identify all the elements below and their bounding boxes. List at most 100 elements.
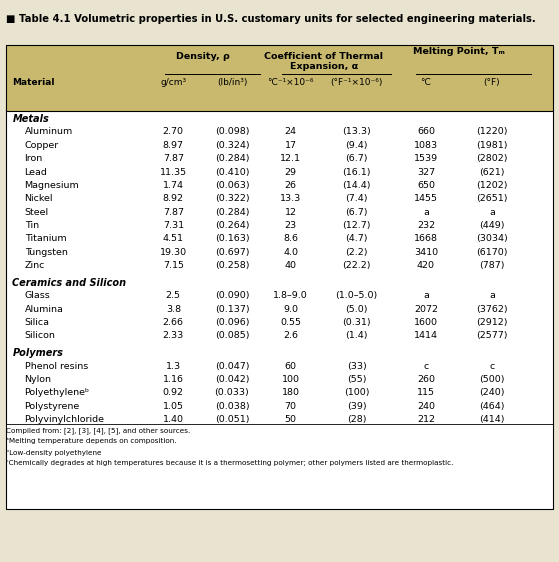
Text: 1668: 1668 [414, 234, 438, 243]
Text: (55): (55) [347, 375, 366, 384]
Text: 1.3: 1.3 [165, 361, 181, 370]
Text: a: a [423, 208, 429, 217]
Text: 4.0: 4.0 [283, 248, 298, 257]
Text: (1220): (1220) [476, 128, 508, 137]
Text: Tin: Tin [25, 221, 39, 230]
Text: Nickel: Nickel [25, 194, 53, 203]
Bar [6, 111, 553, 509]
Text: (0.137): (0.137) [215, 305, 249, 314]
Text: 0.55: 0.55 [280, 318, 301, 327]
Text: (0.258): (0.258) [215, 261, 249, 270]
Text: 23: 23 [285, 221, 297, 230]
Text: 60: 60 [285, 361, 297, 370]
Text: Melting Point, Tₘ: Melting Point, Tₘ [413, 47, 505, 56]
Text: 8.6: 8.6 [283, 234, 298, 243]
Text: 7.87: 7.87 [163, 208, 184, 217]
Text: 0.92: 0.92 [163, 388, 184, 397]
Text: Ceramics and Silicon: Ceramics and Silicon [12, 278, 126, 288]
Text: (0.324): (0.324) [215, 141, 249, 150]
Text: Tungsten: Tungsten [25, 248, 68, 257]
Text: (7.4): (7.4) [345, 194, 368, 203]
Text: 1.05: 1.05 [163, 402, 184, 411]
Text: Aluminum: Aluminum [25, 128, 73, 137]
Text: 11.35: 11.35 [160, 167, 187, 176]
Text: (240): (240) [479, 388, 505, 397]
Text: (0.284): (0.284) [215, 154, 249, 163]
Text: (1.0–5.0): (1.0–5.0) [335, 291, 378, 300]
Text: 1083: 1083 [414, 141, 438, 150]
Text: 26: 26 [285, 181, 297, 190]
Text: 7.15: 7.15 [163, 261, 184, 270]
Bar [6, 45, 553, 509]
Text: (787): (787) [479, 261, 505, 270]
Text: (0.038): (0.038) [215, 402, 249, 411]
Text: (22.2): (22.2) [343, 261, 371, 270]
Text: (2912): (2912) [476, 318, 508, 327]
Text: 3410: 3410 [414, 248, 438, 257]
Text: Silicon: Silicon [25, 332, 55, 341]
Text: (6.7): (6.7) [345, 154, 368, 163]
Text: (1981): (1981) [476, 141, 508, 150]
Text: (0.047): (0.047) [215, 361, 249, 370]
Text: Nylon: Nylon [25, 375, 51, 384]
Text: (0.098): (0.098) [215, 128, 249, 137]
Text: (12.7): (12.7) [343, 221, 371, 230]
Text: 115: 115 [417, 388, 435, 397]
Text: Metals: Metals [12, 114, 49, 124]
Text: (0.31): (0.31) [342, 318, 371, 327]
Bar [6, 45, 553, 111]
Text: (0.697): (0.697) [215, 248, 249, 257]
Text: (3762): (3762) [476, 305, 508, 314]
Text: (464): (464) [479, 402, 505, 411]
Text: Lead: Lead [25, 167, 48, 176]
Text: (°F⁻¹×10⁻⁶): (°F⁻¹×10⁻⁶) [330, 78, 383, 87]
Text: a: a [423, 291, 429, 300]
Text: Glass: Glass [25, 291, 50, 300]
Text: (414): (414) [479, 415, 505, 424]
Text: a: a [489, 291, 495, 300]
Text: 240: 240 [417, 402, 435, 411]
Text: 1455: 1455 [414, 194, 438, 203]
Text: Steel: Steel [25, 208, 49, 217]
Text: 12: 12 [285, 208, 297, 217]
Text: 2.6: 2.6 [283, 332, 298, 341]
Text: (0.163): (0.163) [215, 234, 249, 243]
Text: 2.66: 2.66 [163, 318, 184, 327]
Text: (500): (500) [479, 375, 505, 384]
Text: 3.8: 3.8 [165, 305, 181, 314]
Text: 2072: 2072 [414, 305, 438, 314]
Text: °C: °C [420, 78, 432, 87]
Text: (39): (39) [347, 402, 367, 411]
Text: Polymers: Polymers [12, 348, 63, 358]
Text: (6170): (6170) [476, 248, 508, 257]
Text: 8.97: 8.97 [163, 141, 184, 150]
Text: Polyvinylchloride: Polyvinylchloride [25, 415, 105, 424]
Text: Compiled from: [2], [3], [4], [5], and other sources.: Compiled from: [2], [3], [4], [5], and o… [6, 427, 190, 433]
Text: ᵃMelting temperature depends on composition.: ᵃMelting temperature depends on composit… [6, 438, 176, 444]
Text: (100): (100) [344, 388, 369, 397]
Text: 1600: 1600 [414, 318, 438, 327]
Text: 50: 50 [285, 415, 297, 424]
Text: (621): (621) [479, 167, 505, 176]
Text: (0.042): (0.042) [215, 375, 249, 384]
Text: a: a [489, 208, 495, 217]
Text: 17: 17 [285, 141, 297, 150]
Text: 1.74: 1.74 [163, 181, 184, 190]
Text: 1414: 1414 [414, 332, 438, 341]
Text: 1.40: 1.40 [163, 415, 184, 424]
Text: (0.051): (0.051) [215, 415, 249, 424]
Text: 4.51: 4.51 [163, 234, 184, 243]
Text: (0.410): (0.410) [215, 167, 249, 176]
Text: (1202): (1202) [476, 181, 508, 190]
Text: (0.063): (0.063) [215, 181, 249, 190]
Text: Density, ρ: Density, ρ [176, 52, 230, 61]
Text: c: c [489, 361, 495, 370]
Text: 29: 29 [285, 167, 297, 176]
Text: (lb/in³): (lb/in³) [217, 78, 247, 87]
Text: 100: 100 [282, 375, 300, 384]
Text: (0.264): (0.264) [215, 221, 249, 230]
Text: 7.87: 7.87 [163, 154, 184, 163]
Text: 260: 260 [417, 375, 435, 384]
Text: 2.5: 2.5 [166, 291, 181, 300]
Text: (0.090): (0.090) [215, 291, 249, 300]
